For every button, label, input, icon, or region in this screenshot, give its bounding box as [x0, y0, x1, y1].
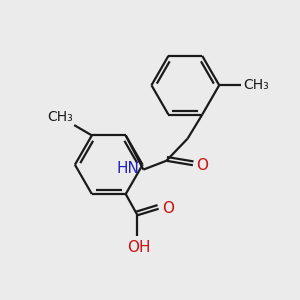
Text: OH: OH: [127, 240, 151, 255]
Text: CH₃: CH₃: [47, 110, 73, 124]
Text: CH₃: CH₃: [243, 78, 268, 92]
Text: O: O: [162, 201, 174, 216]
Text: O: O: [196, 158, 208, 173]
Text: HN: HN: [117, 160, 140, 175]
